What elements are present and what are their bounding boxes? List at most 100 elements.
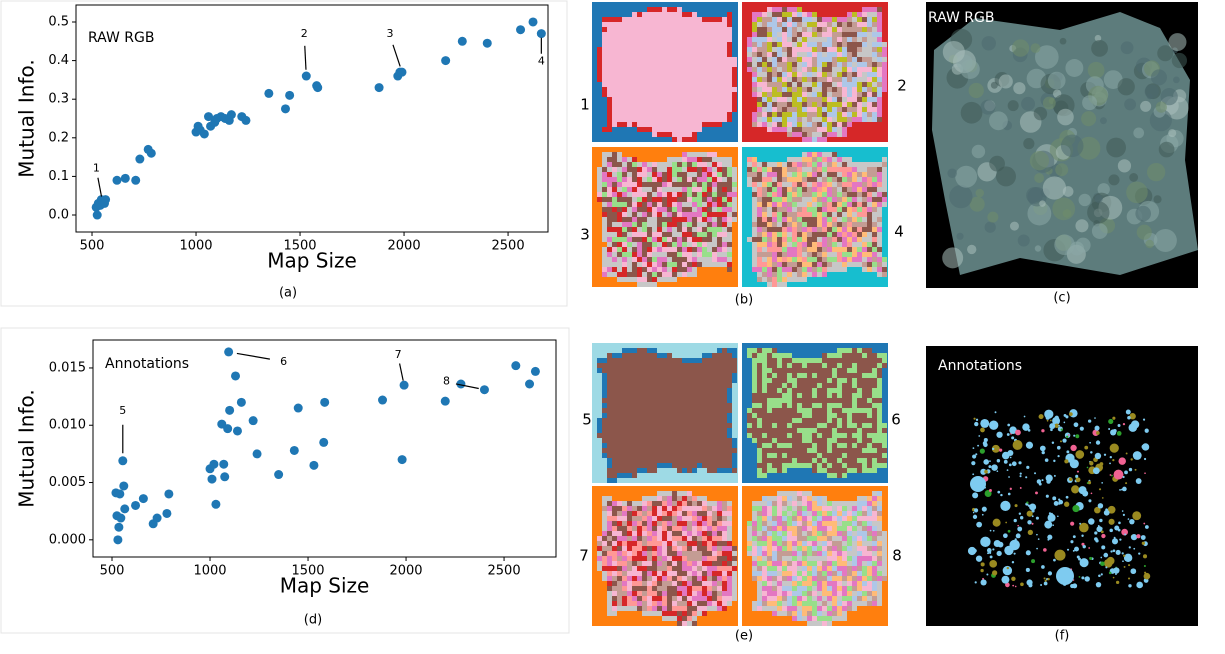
annotation: 2 bbox=[301, 27, 308, 40]
map-cell bbox=[652, 132, 657, 137]
map-cell bbox=[807, 242, 812, 247]
map-cell bbox=[627, 227, 632, 232]
map-cell bbox=[767, 197, 772, 202]
map-cell bbox=[777, 202, 782, 207]
map-cell bbox=[832, 506, 837, 511]
map-cell bbox=[782, 107, 787, 112]
map-cell bbox=[752, 267, 757, 272]
map-cell bbox=[812, 423, 817, 428]
map-cell bbox=[782, 443, 787, 448]
map-cell bbox=[647, 433, 652, 438]
map-cell bbox=[612, 257, 617, 262]
map-cell bbox=[637, 97, 642, 102]
map-cell bbox=[727, 42, 732, 47]
map-cell bbox=[762, 122, 767, 127]
map-cell bbox=[667, 393, 672, 398]
map-cell bbox=[762, 516, 767, 521]
map-cell bbox=[837, 433, 842, 438]
map-cell bbox=[657, 162, 662, 167]
map-cell bbox=[797, 97, 802, 102]
map-cell bbox=[687, 122, 692, 127]
map-cell bbox=[642, 257, 647, 262]
map-cell bbox=[717, 252, 722, 257]
map-cell bbox=[672, 232, 677, 237]
map-cell bbox=[662, 591, 667, 596]
map-cell bbox=[792, 516, 797, 521]
map-cell bbox=[817, 516, 822, 521]
map-cell bbox=[877, 7, 882, 12]
map-cell bbox=[652, 242, 657, 247]
map-cell bbox=[787, 277, 792, 282]
map-cell bbox=[672, 531, 677, 536]
map-cell bbox=[652, 257, 657, 262]
map-cell bbox=[827, 187, 832, 192]
map-cell bbox=[707, 107, 712, 112]
map-cell bbox=[672, 556, 677, 561]
map-cell bbox=[697, 192, 702, 197]
map-cell bbox=[797, 42, 802, 47]
map-cell bbox=[707, 383, 712, 388]
map-cell bbox=[807, 222, 812, 227]
map-cell bbox=[632, 541, 637, 546]
map-cell bbox=[677, 222, 682, 227]
map-cell bbox=[667, 368, 672, 373]
map-cell bbox=[667, 428, 672, 433]
map-cell bbox=[777, 267, 782, 272]
map-cell bbox=[817, 506, 822, 511]
map-cell bbox=[762, 423, 767, 428]
map-cell bbox=[762, 393, 767, 398]
map-cell bbox=[607, 47, 612, 52]
map-cell bbox=[762, 192, 767, 197]
map-cell bbox=[622, 428, 627, 433]
map-cell bbox=[767, 212, 772, 217]
map-cell bbox=[642, 242, 647, 247]
map-cell bbox=[752, 438, 757, 443]
map-cell bbox=[847, 403, 852, 408]
map-cell bbox=[637, 217, 642, 222]
map-cell bbox=[717, 262, 722, 267]
map-cell bbox=[872, 383, 877, 388]
map-cell bbox=[852, 17, 857, 22]
map-cell bbox=[597, 561, 602, 566]
map-cell bbox=[842, 506, 847, 511]
map-cell bbox=[837, 112, 842, 117]
map-cell bbox=[647, 556, 652, 561]
point bbox=[378, 396, 387, 405]
map-cell bbox=[827, 257, 832, 262]
map-cell bbox=[702, 571, 707, 576]
map-cell bbox=[852, 453, 857, 458]
map-cell bbox=[832, 117, 837, 122]
y-tick-label: 0.000 bbox=[49, 532, 86, 547]
map-cell bbox=[772, 541, 777, 546]
map-cell bbox=[787, 227, 792, 232]
map-cell bbox=[847, 368, 852, 373]
map-cell bbox=[832, 373, 837, 378]
map-cell bbox=[727, 12, 732, 17]
map-cell bbox=[677, 576, 682, 581]
map-cell bbox=[652, 438, 657, 443]
map-cell bbox=[692, 358, 697, 363]
map-cell bbox=[617, 217, 622, 222]
map-cell bbox=[607, 413, 612, 418]
map-cell bbox=[642, 556, 647, 561]
map-cell bbox=[877, 443, 882, 448]
point bbox=[319, 438, 328, 447]
map-cell bbox=[662, 122, 667, 127]
map-cell bbox=[607, 363, 612, 368]
map-cell bbox=[597, 77, 602, 82]
map-cell bbox=[837, 82, 842, 87]
map-cell bbox=[712, 601, 717, 606]
map-cell bbox=[792, 267, 797, 272]
map-cell bbox=[822, 37, 827, 42]
map-cell bbox=[882, 453, 887, 458]
map-cell bbox=[712, 257, 717, 262]
map-cell bbox=[732, 102, 737, 107]
map-cell bbox=[877, 433, 882, 438]
map-cell bbox=[777, 443, 782, 448]
map-cell bbox=[767, 438, 772, 443]
map-cell bbox=[657, 556, 662, 561]
map-cell bbox=[872, 496, 877, 501]
map-cell bbox=[847, 443, 852, 448]
map-cell bbox=[832, 82, 837, 87]
map-cell bbox=[617, 152, 622, 157]
